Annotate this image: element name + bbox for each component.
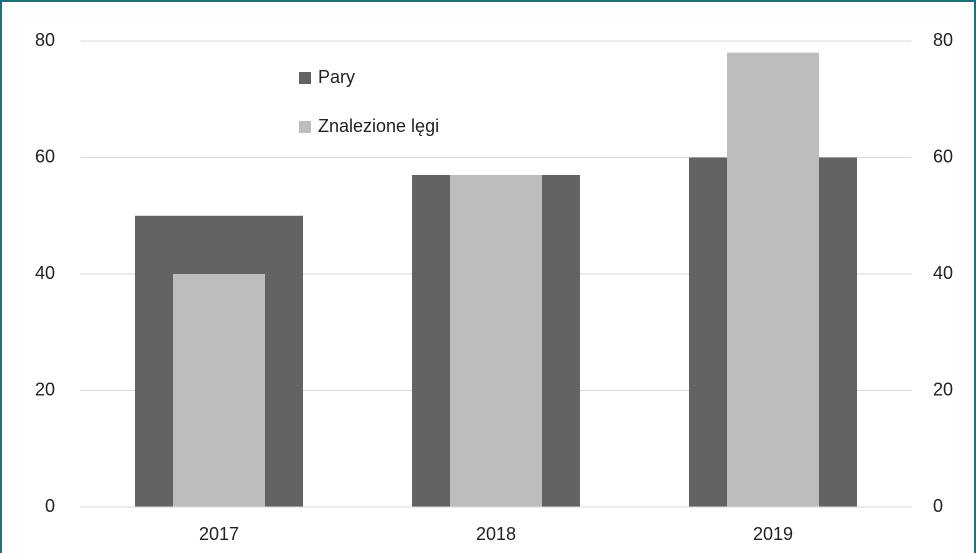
bar [450, 174, 542, 507]
y-tick-label: 0 [45, 496, 55, 516]
legend-label: Znalezione lęgi [318, 116, 439, 136]
x-tick-label: 2019 [753, 524, 793, 544]
y-tick-label: 60 [35, 146, 55, 166]
y-tick-label: 40 [35, 263, 55, 283]
y2-tick-label: 40 [933, 263, 953, 283]
x-tick-label: 2018 [476, 524, 516, 544]
legend-swatch [299, 121, 311, 133]
y-tick-label: 80 [35, 30, 55, 50]
legend-label: Pary [318, 67, 355, 87]
legend-swatch [299, 72, 311, 84]
y2-tick-label: 80 [933, 30, 953, 50]
y2-tick-label: 0 [933, 496, 943, 516]
x-tick-label: 2017 [199, 524, 239, 544]
y-tick-label: 20 [35, 379, 55, 399]
y2-tick-label: 60 [933, 146, 953, 166]
y2-tick-label: 20 [933, 379, 953, 399]
bar [727, 52, 819, 508]
bar [173, 274, 265, 507]
